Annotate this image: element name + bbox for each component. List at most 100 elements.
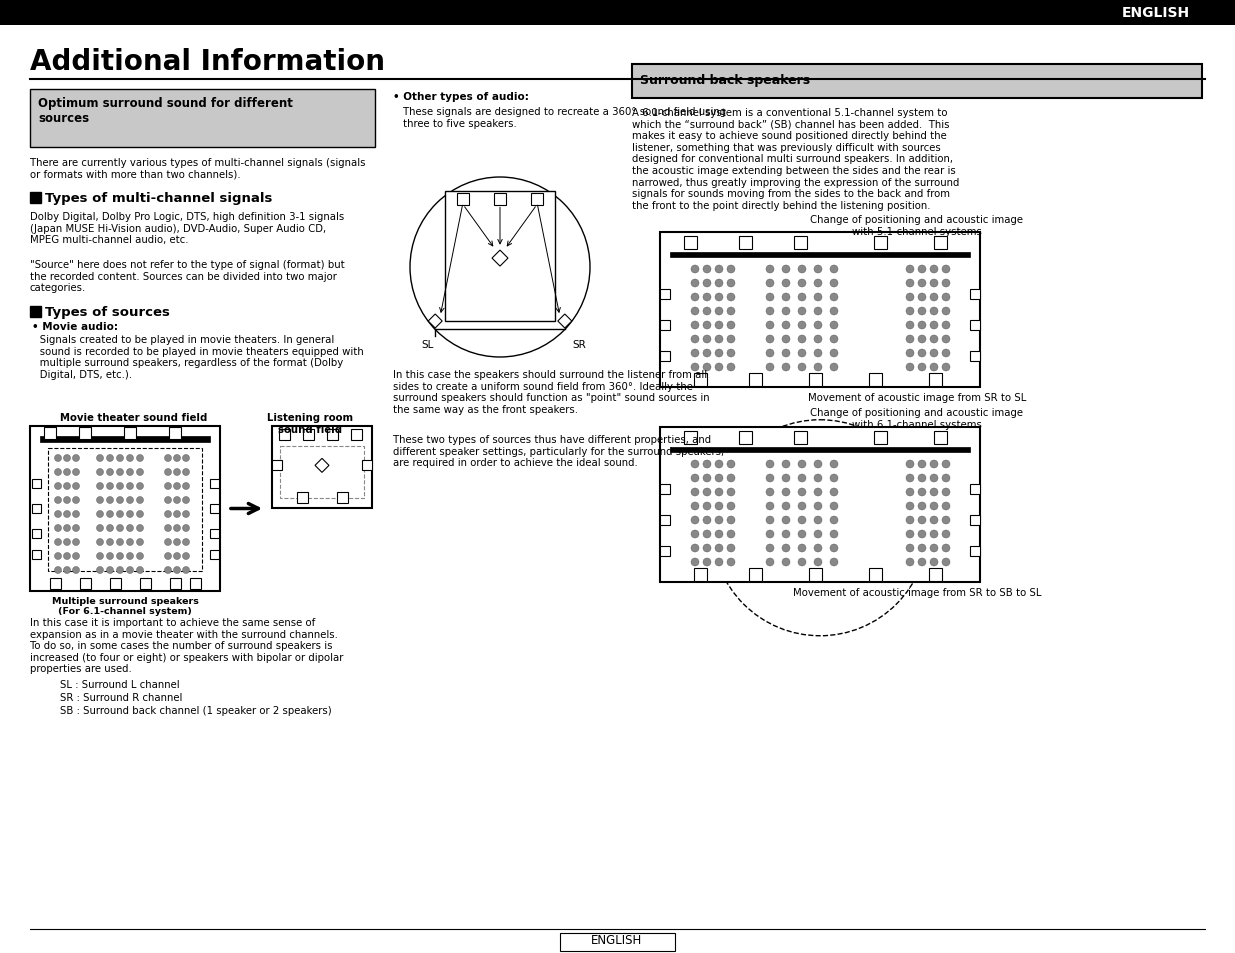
Circle shape — [798, 531, 806, 538]
Circle shape — [782, 322, 790, 330]
Circle shape — [703, 489, 711, 497]
Circle shape — [692, 502, 699, 511]
Circle shape — [164, 539, 172, 546]
Circle shape — [727, 350, 735, 357]
Circle shape — [96, 469, 104, 476]
Circle shape — [137, 567, 143, 574]
Bar — [303, 429, 314, 440]
Bar — [40, 436, 210, 442]
Bar — [0, 0, 1235, 26]
Circle shape — [183, 567, 189, 574]
Circle shape — [766, 475, 774, 482]
Circle shape — [692, 308, 699, 315]
Circle shape — [692, 558, 699, 566]
Circle shape — [766, 364, 774, 372]
Circle shape — [410, 178, 590, 357]
Circle shape — [727, 558, 735, 566]
Polygon shape — [315, 459, 329, 473]
Circle shape — [766, 531, 774, 538]
Circle shape — [54, 539, 62, 546]
Circle shape — [715, 517, 722, 524]
Bar — [748, 568, 762, 581]
Circle shape — [766, 544, 774, 553]
Circle shape — [814, 350, 823, 357]
Circle shape — [930, 502, 939, 511]
Circle shape — [830, 531, 839, 538]
Circle shape — [930, 517, 939, 524]
Bar — [739, 236, 752, 250]
Bar — [969, 546, 981, 557]
Circle shape — [73, 469, 79, 476]
Circle shape — [727, 322, 735, 330]
Circle shape — [703, 558, 711, 566]
Circle shape — [54, 469, 62, 476]
Circle shape — [830, 517, 839, 524]
Circle shape — [715, 558, 722, 566]
Bar — [140, 578, 151, 589]
Circle shape — [830, 502, 839, 511]
Circle shape — [918, 489, 926, 497]
Bar — [296, 493, 308, 503]
Circle shape — [183, 483, 189, 490]
Circle shape — [96, 553, 104, 560]
Circle shape — [137, 539, 143, 546]
Circle shape — [782, 266, 790, 274]
Bar — [280, 447, 364, 498]
Text: These two types of sources thus have different properties, and
different speaker: These two types of sources thus have dif… — [393, 435, 724, 468]
Circle shape — [96, 483, 104, 490]
Circle shape — [173, 511, 180, 518]
Circle shape — [54, 497, 62, 504]
Polygon shape — [492, 251, 508, 267]
Circle shape — [727, 517, 735, 524]
Circle shape — [137, 553, 143, 560]
Bar — [683, 236, 697, 250]
Circle shape — [942, 266, 950, 274]
Text: "Source" here does not refer to the type of signal (format) but
the recorded con: "Source" here does not refer to the type… — [30, 260, 345, 293]
Bar — [969, 516, 981, 525]
Circle shape — [173, 469, 180, 476]
Bar — [868, 568, 882, 581]
Text: Dolby Digital, Dolby Pro Logic, DTS, high definition 3-1 signals
(Japan MUSE Hi-: Dolby Digital, Dolby Pro Logic, DTS, hig… — [30, 212, 345, 245]
Bar — [210, 479, 219, 489]
Circle shape — [73, 539, 79, 546]
Circle shape — [96, 511, 104, 518]
Circle shape — [116, 511, 124, 518]
Circle shape — [63, 553, 70, 560]
Bar — [632, 65, 1202, 99]
Circle shape — [930, 531, 939, 538]
Circle shape — [715, 489, 722, 497]
Circle shape — [54, 553, 62, 560]
Text: Types of multi-channel signals: Types of multi-channel signals — [44, 192, 273, 205]
Circle shape — [126, 455, 133, 462]
Text: Optimum surround sound for different
sources: Optimum surround sound for different sou… — [38, 97, 293, 125]
Circle shape — [137, 511, 143, 518]
Circle shape — [814, 294, 823, 302]
Circle shape — [766, 489, 774, 497]
Circle shape — [942, 558, 950, 566]
Circle shape — [930, 308, 939, 315]
Bar — [969, 290, 981, 299]
Circle shape — [942, 364, 950, 372]
Circle shape — [830, 364, 839, 372]
Bar — [929, 568, 941, 581]
Circle shape — [183, 497, 189, 504]
Bar — [671, 448, 969, 453]
Bar — [110, 578, 121, 589]
Text: • Movie audio:: • Movie audio: — [32, 322, 119, 332]
Circle shape — [798, 489, 806, 497]
Circle shape — [766, 335, 774, 344]
Text: SR: SR — [573, 339, 587, 350]
Circle shape — [692, 294, 699, 302]
Circle shape — [766, 294, 774, 302]
Bar — [873, 431, 887, 444]
Circle shape — [164, 553, 172, 560]
Circle shape — [782, 475, 790, 482]
Bar — [79, 578, 90, 589]
Bar — [272, 461, 282, 471]
Circle shape — [830, 489, 839, 497]
Circle shape — [715, 335, 722, 344]
Circle shape — [782, 558, 790, 566]
Bar — [809, 374, 821, 386]
Circle shape — [715, 460, 722, 469]
Circle shape — [798, 364, 806, 372]
